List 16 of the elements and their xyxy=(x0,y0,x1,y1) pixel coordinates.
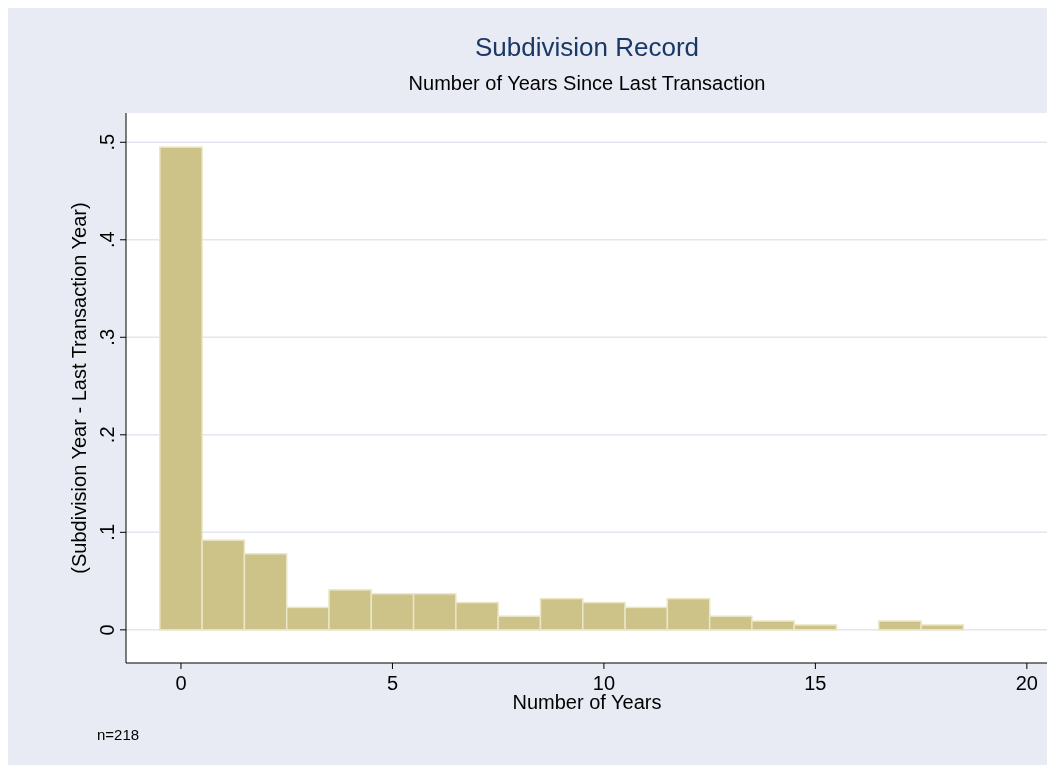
y-tick-label: .2 xyxy=(96,426,118,444)
y-tick-label: .1 xyxy=(96,523,118,541)
y-tick-label: .3 xyxy=(96,328,118,346)
x-tick-label: 10 xyxy=(592,672,616,694)
y-axis-title: (Subdivision Year - Last Transaction Year) xyxy=(68,202,90,574)
x-tick-label: 0 xyxy=(175,672,187,694)
y-tick-label: .5 xyxy=(96,133,118,151)
text: n=218 xyxy=(97,726,140,743)
x-tick-label: 15 xyxy=(804,672,827,694)
chart-title: Subdivision Record xyxy=(474,32,700,62)
x-tick-label: 20 xyxy=(1015,672,1038,694)
x-tick-label: 5 xyxy=(386,672,399,694)
y-tick-label: .4 xyxy=(96,231,118,249)
x-axis-title: Number of Years xyxy=(512,691,662,713)
chart-subtitle: Number of Years Since Last Transaction xyxy=(408,72,766,94)
y-tick-label: 0 xyxy=(96,624,118,636)
